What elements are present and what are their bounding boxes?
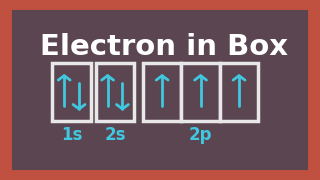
Text: 1s: 1s [61,126,82,144]
Bar [52,63,91,121]
Bar [220,63,258,121]
Bar [181,63,220,121]
Text: Electron in Box: Electron in Box [40,33,288,60]
Bar [143,63,181,121]
Text: 2p: 2p [189,126,212,144]
Text: 2s: 2s [104,126,126,144]
Bar [96,63,134,121]
